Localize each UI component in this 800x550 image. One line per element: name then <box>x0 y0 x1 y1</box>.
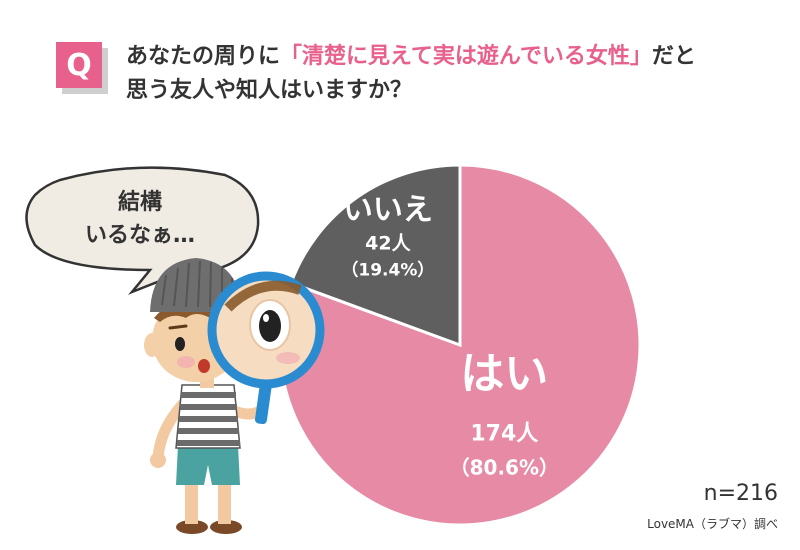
character-mouth <box>198 359 210 373</box>
slice-count-no: 42人 <box>365 233 411 255</box>
pie-slice-no <box>289 163 462 348</box>
speech-bubble-line1: 結構 <box>117 190 162 215</box>
source-credit: LoveMA（ラブマ）調べ <box>647 517 778 531</box>
slice-label-yes: はい <box>460 348 548 399</box>
magnifying-glass-icon <box>207 271 325 425</box>
question-highlight: 「清楚に見えて実は遊んでいる女性」 <box>280 44 652 69</box>
question-title: あなたの周りに「清楚に見えて実は遊んでいる女性」だと 思う友人や知人はいますか？ <box>126 40 776 108</box>
slice-percent-yes: （80.6%） <box>450 455 559 479</box>
left-shoe <box>176 520 208 534</box>
character-eye <box>175 337 185 351</box>
slice-label-no: いいえ <box>343 193 433 228</box>
question-badge: Q <box>56 42 102 88</box>
speech-bubble-text: 結構 いるなぁ… <box>40 186 240 252</box>
right-leg <box>218 478 231 524</box>
pie-labels: はい 174人 （80.6%） いいえ 42人 （19.4%） <box>341 193 559 480</box>
pie-slices <box>278 163 642 527</box>
question-text-part1: あなたの周りに <box>126 44 281 69</box>
slice-count-yes: 174人 <box>470 421 538 446</box>
question-text-part2: だと <box>651 44 696 69</box>
slice-percent-no: （19.4%） <box>341 260 434 281</box>
left-leg <box>185 478 198 524</box>
shorts <box>176 445 240 485</box>
sample-size: n=216 <box>703 481 778 506</box>
speech-bubble-line2: いるなぁ… <box>84 223 195 248</box>
ear <box>144 333 160 357</box>
shirt-stripes <box>177 392 240 446</box>
left-hand <box>150 452 166 468</box>
question-text-line2: 思う友人や知人はいますか？ <box>126 78 413 103</box>
